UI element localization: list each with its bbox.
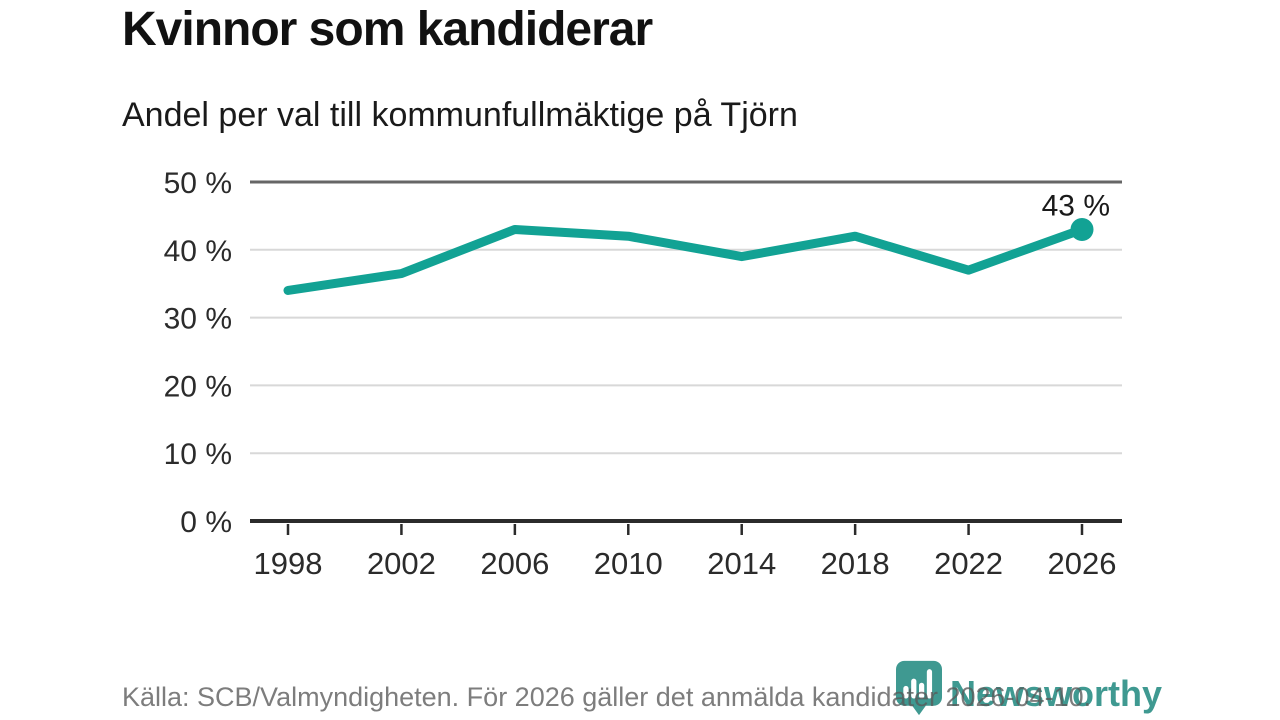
page-title: Kvinnor som kandiderar [122,3,653,56]
x-axis-label: 2014 [707,546,776,581]
y-axis-label: 0 % [180,506,232,539]
bar-glyph [911,678,917,699]
x-axis-label: 1998 [254,546,323,581]
bar-glyph [903,685,909,699]
x-axis-label: 2026 [1048,546,1117,581]
y-axis-label: 50 % [164,167,232,200]
x-axis-label: 2022 [934,546,1003,581]
chart-subtitle: Andel per val till kommunfullmäktige på … [122,96,798,134]
bar-glyph [926,669,933,699]
data-point-marker [1070,217,1094,241]
y-axis-label: 10 % [164,438,232,471]
source-note: Källa: SCB/Valmyndigheten. För 2026 gäll… [122,682,1092,712]
x-axis-label: 2018 [821,546,890,581]
y-axis-label: 30 % [164,303,232,336]
newsworthy-icon [896,660,942,716]
line-chart: 0 % 10 % 20 % 30 % 40 % 50 % 1998 2002 2006 2010 2… [0,150,1280,610]
x-axis-label: 2006 [480,546,549,581]
brand-name: Newsworthy [950,673,1163,714]
plot-area: 0 % 10 % 20 % 30 % 40 % 50 % 1998 2002 2006 2010 2… [164,167,1122,581]
data-point-label: 43 % [1042,189,1110,222]
y-axis-label: 20 % [164,370,232,403]
trend-line [283,224,1087,295]
x-axis-label: 2010 [594,546,663,581]
brand-logo[interactable]: Newsworthy [896,660,1162,716]
x-axis-label: 2002 [367,546,436,581]
bar-glyph [919,682,925,699]
y-axis-label: 40 % [164,235,232,268]
